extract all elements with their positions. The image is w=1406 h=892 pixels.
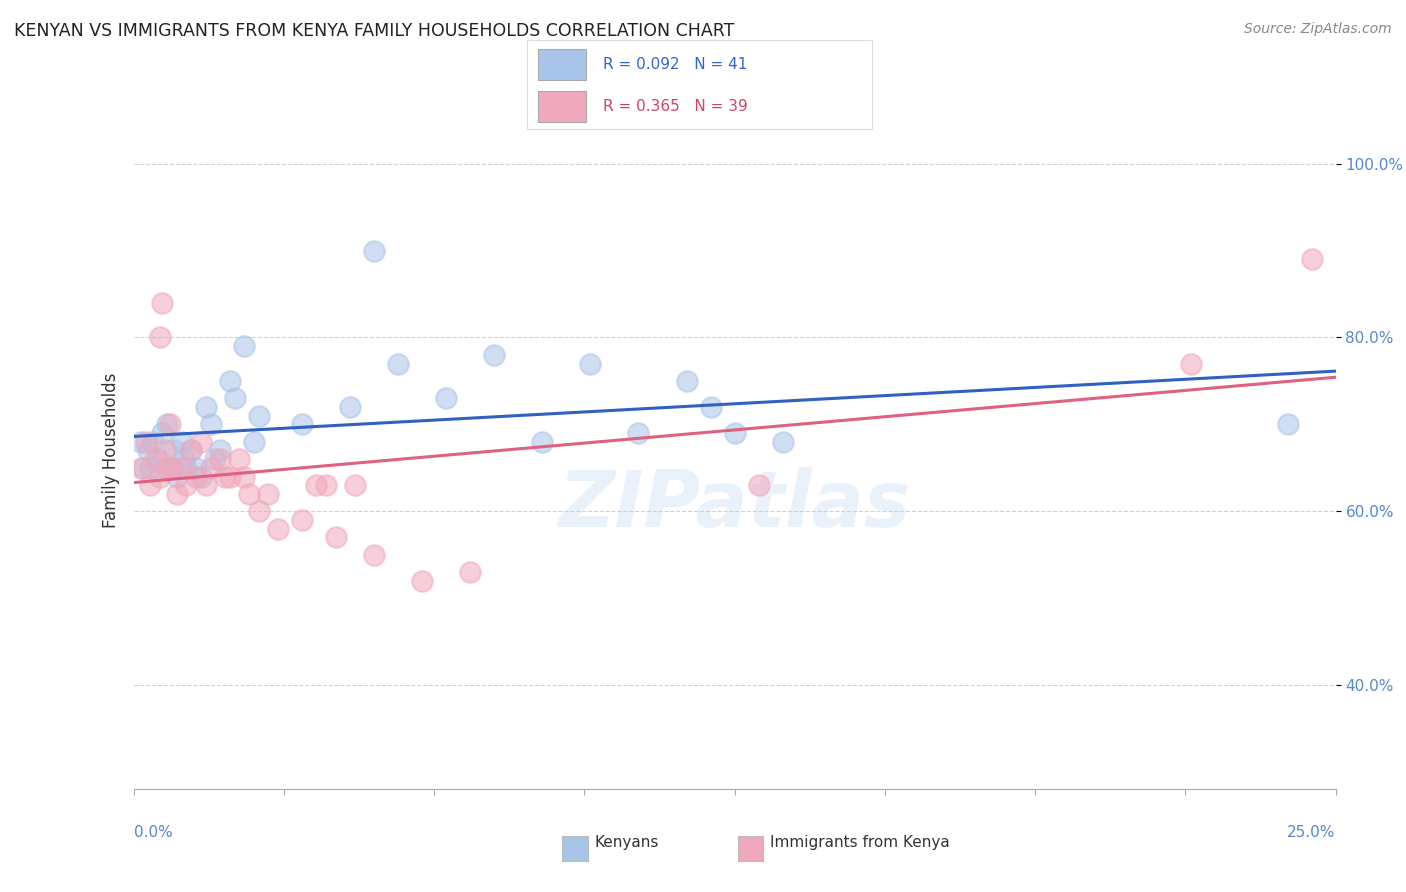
Point	[247, 504, 270, 518]
Point	[200, 460, 222, 475]
FancyBboxPatch shape	[537, 49, 586, 80]
Point	[184, 469, 207, 483]
Text: 25.0%: 25.0%	[1288, 825, 1336, 840]
Point	[243, 434, 266, 449]
Text: ZIPatlas: ZIPatlas	[558, 467, 911, 542]
Point	[180, 443, 202, 458]
Point	[772, 434, 794, 449]
Point	[135, 434, 157, 449]
Point	[305, 478, 328, 492]
FancyBboxPatch shape	[537, 91, 586, 122]
Point	[699, 400, 721, 414]
Point	[152, 295, 174, 310]
Point	[173, 452, 195, 467]
Text: R = 0.092   N = 41: R = 0.092 N = 41	[603, 57, 748, 72]
Point	[176, 460, 198, 475]
Point	[142, 434, 165, 449]
Point	[129, 434, 152, 449]
Point	[194, 478, 217, 492]
Point	[194, 400, 217, 414]
Point	[170, 460, 193, 475]
Point	[1301, 252, 1323, 267]
Point	[139, 460, 162, 475]
Point	[218, 469, 240, 483]
Text: KENYAN VS IMMIGRANTS FROM KENYA FAMILY HOUSEHOLDS CORRELATION CHART: KENYAN VS IMMIGRANTS FROM KENYA FAMILY H…	[14, 22, 734, 40]
Point	[434, 392, 457, 406]
Point	[146, 452, 169, 467]
Point	[224, 392, 246, 406]
Point	[209, 452, 232, 467]
Point	[170, 434, 193, 449]
Point	[136, 443, 159, 458]
Point	[257, 487, 280, 501]
Point	[627, 426, 650, 441]
Point	[166, 469, 188, 483]
Point	[166, 487, 188, 501]
Point	[291, 417, 314, 432]
Point	[339, 400, 361, 414]
Point	[153, 460, 176, 475]
Point	[675, 374, 697, 388]
Point	[315, 478, 337, 492]
Point	[184, 460, 207, 475]
Point	[247, 409, 270, 423]
Text: Immigrants from Kenya: Immigrants from Kenya	[770, 835, 950, 850]
Point	[291, 513, 314, 527]
Point	[143, 452, 166, 467]
Point	[149, 469, 172, 483]
Point	[214, 469, 236, 483]
Point	[325, 530, 347, 544]
Point	[159, 417, 181, 432]
Point	[579, 357, 602, 371]
Point	[132, 460, 155, 475]
Point	[190, 469, 212, 483]
Point	[149, 330, 172, 344]
Point	[153, 443, 176, 458]
Point	[484, 348, 506, 362]
Point	[190, 434, 212, 449]
Point	[267, 522, 290, 536]
Point	[218, 374, 240, 388]
Point	[363, 548, 385, 562]
Point	[156, 417, 179, 432]
Point	[1180, 357, 1202, 371]
Point	[156, 460, 179, 475]
Point	[228, 452, 250, 467]
Point	[139, 478, 162, 492]
Point	[160, 460, 183, 475]
Point	[748, 478, 770, 492]
Point	[387, 357, 409, 371]
Point	[233, 339, 256, 353]
Point	[723, 426, 745, 441]
Point	[180, 443, 202, 458]
Point	[209, 443, 232, 458]
Point	[458, 565, 481, 579]
Text: 0.0%: 0.0%	[134, 825, 173, 840]
Point	[343, 478, 366, 492]
Text: Kenyans: Kenyans	[595, 835, 659, 850]
Point	[129, 460, 152, 475]
Point	[238, 487, 260, 501]
Y-axis label: Family Households: Family Households	[101, 373, 120, 528]
Point	[160, 460, 183, 475]
Point	[200, 417, 222, 432]
Text: R = 0.365   N = 39: R = 0.365 N = 39	[603, 99, 748, 114]
Point	[363, 244, 385, 258]
Text: Source: ZipAtlas.com: Source: ZipAtlas.com	[1244, 22, 1392, 37]
Point	[411, 574, 433, 588]
Point	[1277, 417, 1299, 432]
Point	[233, 469, 256, 483]
Point	[531, 434, 554, 449]
Point	[204, 452, 226, 467]
Point	[152, 426, 174, 441]
Point	[176, 478, 198, 492]
Point	[163, 443, 186, 458]
